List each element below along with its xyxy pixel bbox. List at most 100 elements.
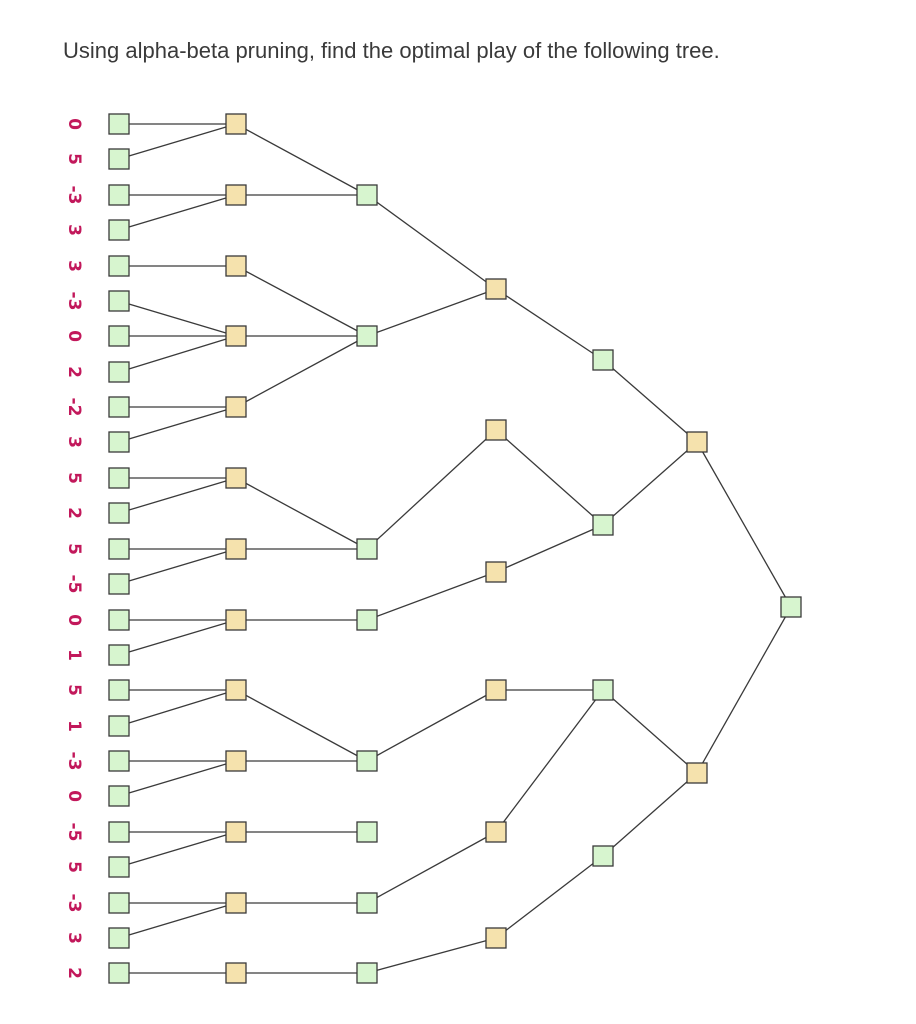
max-node: [356, 750, 378, 772]
tree-edge: [118, 406, 237, 443]
leaf-node: [108, 679, 130, 701]
tree-edge: [602, 359, 698, 443]
tree-edge: [366, 288, 497, 337]
tree-edge: [118, 335, 237, 373]
min-node: [485, 821, 507, 843]
min-node: [225, 679, 247, 701]
leaf-node: [108, 467, 130, 489]
leaf-value-label: 0: [64, 118, 84, 130]
tree-edge: [235, 689, 368, 762]
tree-edge: [366, 194, 497, 290]
min-node: [485, 561, 507, 583]
tree-edge: [118, 760, 237, 797]
min-node: [225, 750, 247, 772]
leaf-value-label: 5: [64, 684, 84, 696]
tree-edge: [235, 265, 368, 337]
tree-edge: [495, 689, 604, 833]
min-node: [225, 255, 247, 277]
max-node: [356, 538, 378, 560]
tree-edge: [602, 441, 698, 526]
leaf-value-label: 1: [64, 720, 84, 732]
max-node: [356, 962, 378, 984]
min-node: [225, 467, 247, 489]
max-node: [592, 679, 614, 701]
tree-edge: [366, 571, 497, 621]
leaf-value-label: 0: [64, 790, 84, 802]
leaf-value-label: 2: [64, 507, 84, 519]
tree-edge: [118, 194, 237, 231]
leaf-node: [108, 644, 130, 666]
min-node: [225, 962, 247, 984]
max-node: [592, 349, 614, 371]
min-node: [225, 538, 247, 560]
leaf-value-label: -3: [64, 752, 84, 771]
leaf-value-label: 5: [64, 153, 84, 165]
leaf-node: [108, 785, 130, 807]
min-node: [225, 821, 247, 843]
tree-edge: [696, 441, 792, 608]
tree-edge: [495, 429, 604, 526]
leaf-node: [108, 573, 130, 595]
leaf-values: 0 5 -3 3 3 -3 0 2 -2 3 5 2 5 -5 0 1 5 1 -3 0 -5 5 -3 3 2: [64, 118, 84, 979]
tree-edges: [118, 123, 792, 974]
tree-edge: [495, 288, 604, 361]
leaf-node: [108, 892, 130, 914]
leaf-node: [108, 290, 130, 312]
tree-edge: [118, 619, 237, 656]
max-node: [356, 609, 378, 631]
tree-edge: [602, 689, 698, 774]
leaf-value-label: 3: [64, 260, 84, 272]
leaf-node: [108, 148, 130, 170]
tree-edge: [495, 855, 604, 939]
leaf-value-label: 5: [64, 861, 84, 873]
tree-edge: [118, 477, 237, 514]
leaf-value-label: -5: [64, 823, 84, 842]
root-node: [780, 596, 802, 618]
leaf-value-label: -3: [64, 186, 84, 205]
leaf-node: [108, 431, 130, 453]
max-node: [356, 821, 378, 843]
min-node: [485, 679, 507, 701]
leaf-node: [108, 609, 130, 631]
question-text: Using alpha-beta pruning, find the optim…: [63, 38, 720, 63]
leaf-node: [108, 962, 130, 984]
leaf-value-label: 2: [64, 967, 84, 979]
tree-edge: [118, 831, 237, 868]
leaf-value-label: 5: [64, 472, 84, 484]
leaf-node: [108, 396, 130, 418]
min-node: [485, 927, 507, 949]
leaf-value-label: -3: [64, 292, 84, 311]
leaf-node: [108, 750, 130, 772]
leaf-node: [108, 219, 130, 241]
tree-edge: [495, 524, 604, 573]
leaf-node: [108, 325, 130, 347]
min-node: [485, 419, 507, 441]
tree-edge: [366, 429, 497, 550]
min-node: [225, 892, 247, 914]
min-node: [225, 184, 247, 206]
min-node: [225, 113, 247, 135]
leaf-node: [108, 361, 130, 383]
tree-edge: [602, 772, 698, 857]
min-node: [225, 609, 247, 631]
leaf-value-label: 0: [64, 330, 84, 342]
leaf-node: [108, 856, 130, 878]
max-node: [356, 184, 378, 206]
tree-edge: [366, 937, 497, 974]
tree-edge: [696, 606, 792, 774]
min-node: [225, 325, 247, 347]
leaf-value-label: 0: [64, 614, 84, 626]
leaf-value-label: -2: [64, 398, 84, 417]
tree-edge: [366, 831, 497, 904]
tree-edge: [235, 335, 368, 408]
leaf-value-label: 1: [64, 649, 84, 661]
leaf-value-label: 3: [64, 224, 84, 236]
leaf-value-label: 5: [64, 543, 84, 555]
tree-edge: [118, 548, 237, 585]
leaf-value-label: 3: [64, 932, 84, 944]
tree-edge: [366, 689, 497, 762]
tree-edge: [118, 689, 237, 727]
leaf-value-label: -5: [64, 575, 84, 594]
leaf-value-label: 3: [64, 436, 84, 448]
